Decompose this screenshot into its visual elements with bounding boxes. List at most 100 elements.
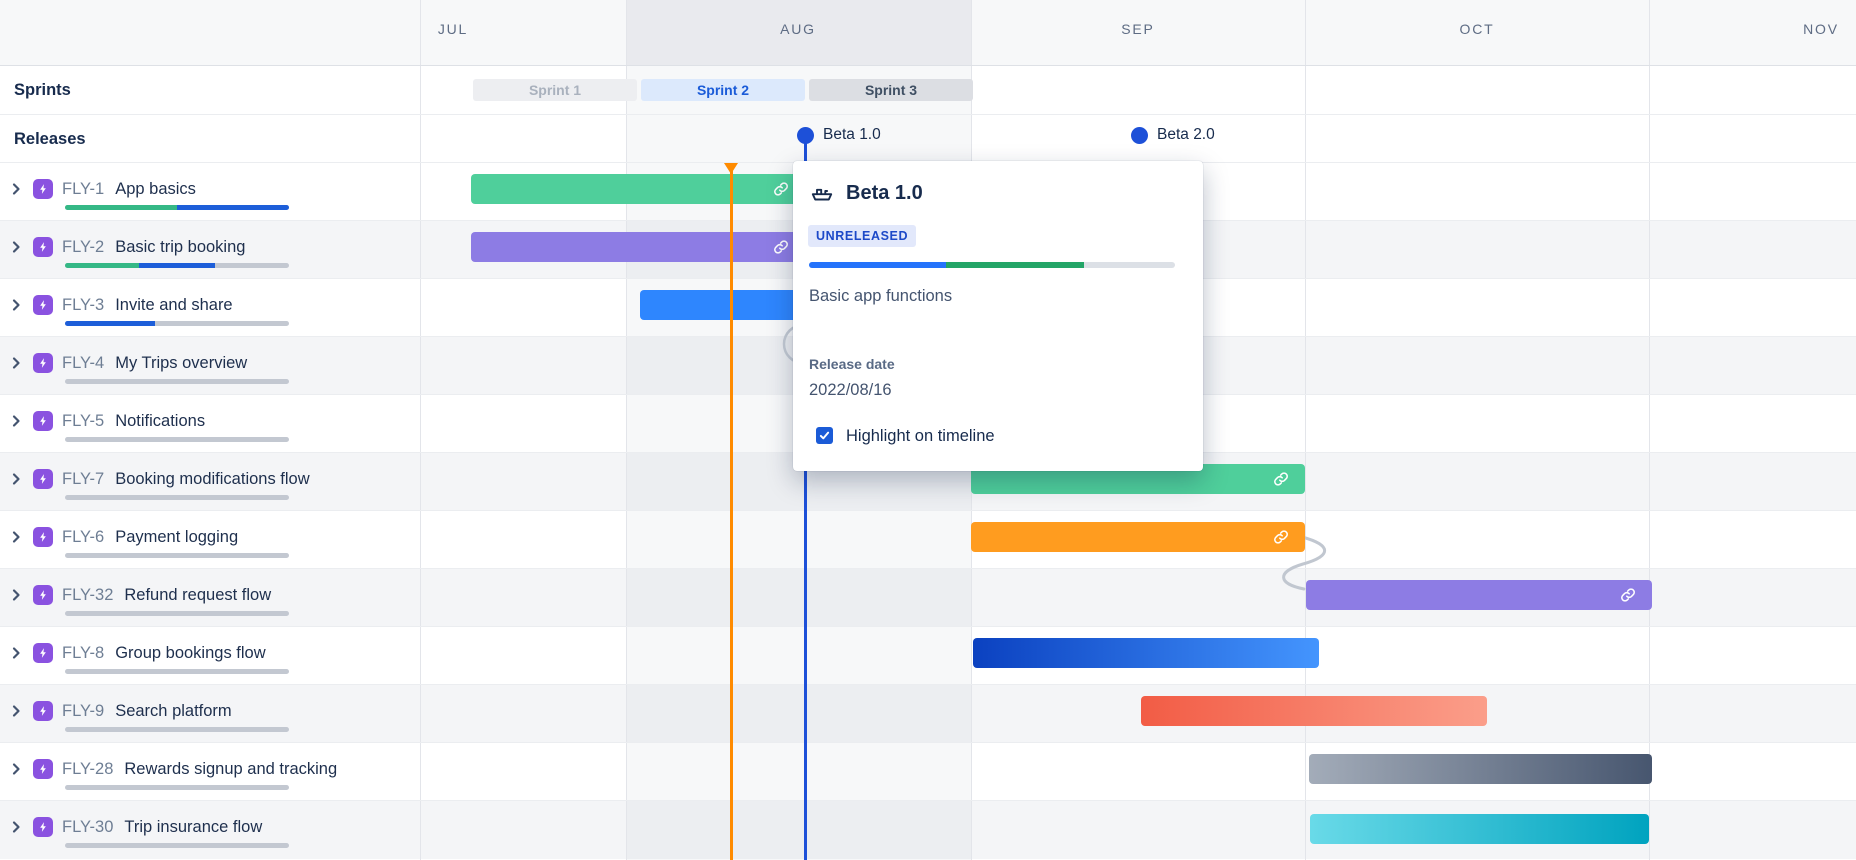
release-date-label: Release date [809,356,895,372]
epic-row-fly-6[interactable]: FLY-6 Payment logging [8,525,238,549]
chevron-right-icon[interactable] [8,239,24,255]
gantt-bar-fly-8[interactable] [973,638,1319,668]
epic-title: My Trips overview [115,353,248,372]
month-label-oct: OCT [1459,21,1495,37]
chevron-right-icon[interactable] [8,819,24,835]
progress-inprogress [177,205,289,210]
epic-row-fly-9[interactable]: FLY-9 Search platform [8,699,232,723]
epic-key: FLY-5 [62,411,105,430]
epic-icon [33,179,53,199]
gantt-bar-fly-32[interactable] [1306,580,1652,610]
gridline-sep-oct [1305,0,1306,860]
epic-row-fly-8[interactable]: FLY-8 Group bookings flow [8,641,266,665]
link-icon[interactable] [1273,529,1289,545]
chevron-right-icon[interactable] [8,761,24,777]
month-label-sep: SEP [1121,21,1155,37]
epic-icon [33,759,53,779]
release-popup-header: Beta 1.0 [809,181,923,205]
chevron-right-icon[interactable] [8,181,24,197]
lightning-icon [40,358,46,368]
month-label-nov: NOV [1803,21,1839,37]
release-name: Beta 1.0 [823,126,881,143]
sprint-3-label: Sprint 3 [864,82,918,98]
chevron-right-icon[interactable] [8,297,24,313]
gantt-bar-fly-3[interactable] [640,290,805,320]
row-border [0,742,1856,743]
link-icon[interactable] [773,239,789,255]
release-marker-beta-2-0[interactable]: Beta 2.0 [1131,126,1215,144]
epic-row-fly-2[interactable]: FLY-2 Basic trip booking [8,235,245,259]
epic-key: FLY-32 [62,585,114,604]
epic-row-fly-28[interactable]: FLY-28 Rewards signup and tracking [8,757,337,781]
gantt-bar-fly-1[interactable] [471,174,805,204]
highlight-checkbox-label[interactable]: Highlight on timeline [846,427,995,445]
lightning-icon [40,532,46,542]
epic-progress-fly-28 [65,785,289,790]
epic-row-fly-3[interactable]: FLY-3 Invite and share [8,293,233,317]
ship-icon [811,188,833,201]
gantt-bar-fly-2[interactable] [471,232,805,262]
epic-row-fly-7[interactable]: FLY-7 Booking modifications flow [8,467,310,491]
gantt-bar-fly-28[interactable] [1309,754,1652,784]
chevron-right-icon[interactable] [8,703,24,719]
epic-title: Basic trip booking [115,237,246,256]
chevron-right-icon[interactable] [8,413,24,429]
epic-row-fly-5[interactable]: FLY-5 Notifications [8,409,205,433]
epic-title: Booking modifications flow [115,469,310,488]
chevron-right-icon[interactable] [8,355,24,371]
sprint-2-pill[interactable]: Sprint 2 [641,79,805,101]
epic-key: FLY-1 [62,179,105,198]
epic-key: FLY-6 [62,527,105,546]
epic-row-fly-32[interactable]: FLY-32 Refund request flow [8,583,271,607]
epic-icon [33,237,53,257]
gantt-bar-fly-30[interactable] [1310,814,1649,844]
link-icon[interactable] [773,181,789,197]
highlight-checkbox[interactable] [816,427,833,444]
chevron-right-icon[interactable] [8,645,24,661]
chevron-right-icon[interactable] [8,587,24,603]
epic-progress-fly-7 [65,495,289,500]
chevron-right-icon[interactable] [8,529,24,545]
progress-done [946,262,1084,268]
epic-icon [33,817,53,837]
gridline-jul-aug [626,0,627,860]
epic-row-fly-1[interactable]: FLY-1 App basics [8,177,196,201]
link-icon[interactable] [1620,587,1636,603]
row-border [0,568,1856,569]
epic-row-fly-30[interactable]: FLY-30 Trip insurance flow [8,815,262,839]
chevron-right-icon[interactable] [8,471,24,487]
epic-key: FLY-3 [62,295,105,314]
month-label-jul: JUL [437,21,469,37]
today-line [730,163,733,860]
current-month-header-cell [626,0,971,65]
month-label-aug: AUG [780,21,816,37]
epic-progress-fly-30 [65,843,289,848]
epic-title: App basics [115,179,196,198]
epic-row-fly-4[interactable]: FLY-4 My Trips overview [8,351,247,375]
lightning-icon [40,648,46,658]
epic-title: Refund request flow [124,585,272,604]
lightning-icon [40,822,46,832]
epic-key: FLY-30 [62,817,114,836]
release-highlight-line [804,143,807,860]
epic-icon [33,643,53,663]
epic-icon [33,585,53,605]
progress-inprogress [809,262,947,268]
sprint-1-pill[interactable]: Sprint 1 [473,79,637,101]
epic-progress-fly-32 [65,611,289,616]
gantt-bar-fly-9[interactable] [1141,696,1487,726]
sprint-3-pill[interactable]: Sprint 3 [809,79,973,101]
epic-progress-fly-9 [65,727,289,732]
releases-row-label: Releases [14,130,86,148]
link-icon[interactable] [1273,471,1289,487]
epic-key: FLY-8 [62,643,105,662]
lightning-icon [40,300,46,310]
gantt-bar-fly-6[interactable] [971,522,1305,552]
lightning-icon [40,416,46,426]
epic-icon [33,295,53,315]
release-marker-beta-1-0[interactable]: Beta 1.0 [797,126,881,144]
lightning-icon [40,706,46,716]
panel-divider [420,0,421,860]
check-icon [819,431,830,440]
